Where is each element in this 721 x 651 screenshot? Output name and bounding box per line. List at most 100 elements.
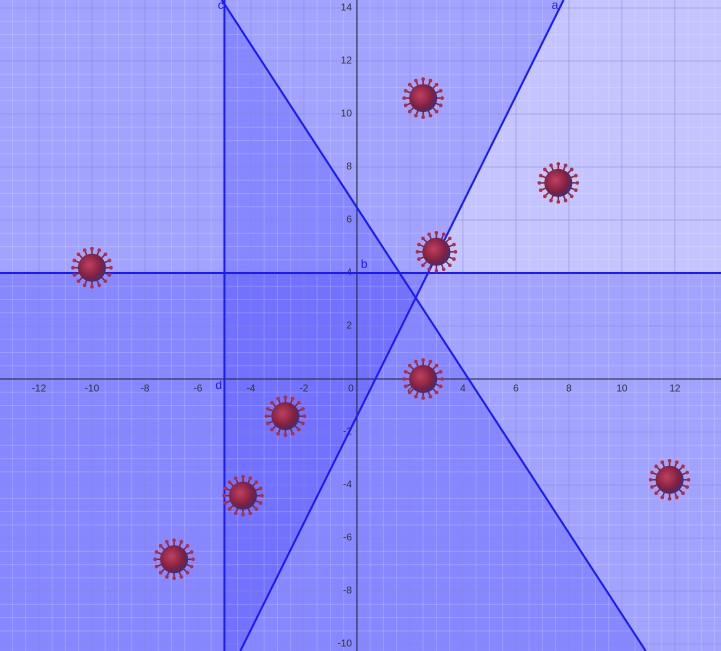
virus-body <box>544 168 573 197</box>
spike-tip <box>227 480 232 485</box>
spike-tip <box>158 570 163 575</box>
spike-tip <box>403 384 408 389</box>
line-label: c <box>218 0 224 12</box>
spike-tip <box>283 395 288 399</box>
spike-tip <box>421 236 425 241</box>
spike-tip <box>172 538 176 543</box>
spike-tip <box>153 557 157 562</box>
spike-tip <box>438 89 443 93</box>
spike-tip <box>538 173 543 178</box>
spike-tip <box>223 486 228 491</box>
spike-tip <box>569 194 574 199</box>
x-tick-label: 10 <box>616 384 628 395</box>
spike-tip <box>179 539 184 544</box>
spike-tip <box>82 248 87 252</box>
spike-tip <box>417 257 421 261</box>
spike-tip <box>538 188 543 192</box>
spike-tip <box>438 103 443 108</box>
spike-tip <box>434 363 439 368</box>
x-tick-label: -10 <box>85 384 100 395</box>
x-tick-label: 0 <box>348 384 354 395</box>
spike-tip <box>407 390 412 395</box>
line-0 <box>239 0 565 651</box>
spike-tip <box>428 359 433 364</box>
spike-tip <box>189 564 194 569</box>
virus-body <box>422 237 451 266</box>
spike-tip <box>414 113 418 118</box>
y-tick-label: -8 <box>343 586 352 597</box>
spike-tip <box>428 113 433 118</box>
virus-body <box>160 545 189 574</box>
spike-tip <box>172 576 176 581</box>
spike-tip <box>71 265 75 270</box>
spike-tip <box>434 82 439 87</box>
spike-tip <box>222 493 226 498</box>
spike-tip <box>428 78 433 83</box>
x-tick-label: -2 <box>299 384 308 395</box>
spike-tip <box>434 269 439 273</box>
spike-tip <box>563 163 568 168</box>
spike-tip <box>440 377 444 381</box>
spike-tip <box>264 414 269 418</box>
spike-tip <box>233 476 238 480</box>
y-tick-label: -4 <box>343 480 352 491</box>
spike-tip <box>434 390 439 395</box>
x-tick-label: -12 <box>32 384 47 395</box>
spike-tip <box>569 167 574 172</box>
y-tick-label: -10 <box>337 639 352 650</box>
line-2 <box>220 0 647 651</box>
spike-tip <box>158 544 163 548</box>
spike-tip <box>258 501 263 505</box>
spike-tip <box>90 246 94 251</box>
spike-tip <box>407 109 412 114</box>
spike-tip <box>407 363 412 368</box>
y-tick-label: 2 <box>346 321 352 332</box>
spike-tip <box>427 232 431 237</box>
spike-tip <box>297 427 301 432</box>
spike-tip <box>109 265 113 270</box>
line-label: b <box>361 257 368 271</box>
virus <box>415 231 458 273</box>
spike-tip <box>438 384 443 389</box>
region-a <box>0 0 564 651</box>
spike-tip <box>72 258 77 263</box>
spike-tip <box>441 267 446 272</box>
spike-tip <box>414 394 418 399</box>
spike-tip <box>549 163 553 168</box>
spike-tip <box>414 78 418 83</box>
spike-tip <box>276 431 280 436</box>
spike-tip <box>270 400 274 405</box>
spike-tip <box>440 96 444 100</box>
virus-body <box>409 84 438 113</box>
spike-tip <box>266 407 270 411</box>
spike-tip <box>660 460 665 465</box>
spike-tip <box>233 511 238 516</box>
spike-tip <box>227 507 232 511</box>
x-tick-label: 8 <box>566 384 572 395</box>
spike-tip <box>654 464 658 469</box>
spike-tip <box>549 198 553 203</box>
spike-tip <box>290 431 295 436</box>
spike-tip <box>675 460 679 465</box>
virus-body <box>271 402 300 431</box>
virus <box>153 538 195 581</box>
spike-tip <box>452 257 456 261</box>
x-tick-label: 4 <box>460 384 466 395</box>
spike-tip <box>185 570 190 575</box>
spike-tip <box>575 181 580 185</box>
spike-tip <box>414 359 418 364</box>
virus <box>648 458 691 501</box>
x-tick-label: -8 <box>140 384 149 395</box>
spike-tip <box>103 252 108 257</box>
virus-body <box>409 365 438 394</box>
virus <box>537 162 580 204</box>
spike-tip <box>403 89 408 93</box>
virus <box>264 395 307 437</box>
spike-tip <box>97 283 102 288</box>
spike-tip <box>448 236 452 241</box>
spike-tip <box>76 252 81 257</box>
spike-tip <box>421 396 425 400</box>
y-tick-label: -6 <box>343 533 352 544</box>
spike-tip <box>283 433 288 437</box>
y-tick-label: -2 <box>343 427 352 438</box>
